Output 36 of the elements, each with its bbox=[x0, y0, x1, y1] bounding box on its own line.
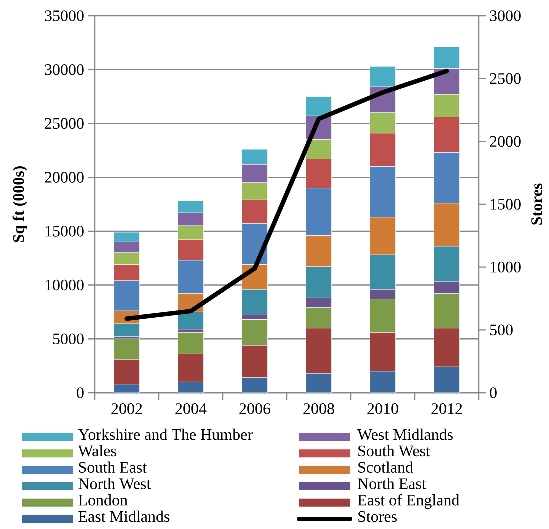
legend-label: Yorkshire and The Humber bbox=[78, 428, 253, 440]
y-tick-label: 5000 bbox=[53, 334, 84, 345]
y2-tick-label: 0 bbox=[490, 388, 497, 398]
line-series bbox=[124, 69, 450, 322]
y2-tick-label: 3000 bbox=[490, 10, 521, 22]
y-tick-label: 30000 bbox=[45, 64, 84, 76]
y-tick-label: 10000 bbox=[46, 280, 84, 291]
y2-tick-label: 2000 bbox=[490, 136, 521, 148]
x-tick-label: 2010 bbox=[368, 404, 398, 414]
x-tick-label: 2008 bbox=[304, 404, 334, 414]
x-tick-label: 2004 bbox=[176, 404, 207, 414]
legend-label: East Midlands bbox=[78, 510, 170, 522]
y-tick-label: 20000 bbox=[45, 172, 84, 183]
y2-axis-title: Stores bbox=[532, 184, 542, 225]
legend-label: London bbox=[78, 494, 128, 506]
y-tick-label: 15000 bbox=[46, 226, 84, 237]
y2-tick-label: 2500 bbox=[490, 73, 521, 84]
legend-label: South West bbox=[358, 445, 430, 457]
x-tick-label: 2006 bbox=[240, 404, 271, 414]
legend-label: South East bbox=[79, 462, 148, 473]
legend-label: East of England bbox=[358, 494, 460, 510]
legend-label: Wales bbox=[78, 445, 116, 457]
x-tick-label: 2002 bbox=[112, 404, 142, 414]
y-axis-title: Sq ft (000s) bbox=[12, 166, 28, 242]
legend-label: Scotland bbox=[358, 462, 414, 473]
legend-label: North West bbox=[78, 478, 152, 490]
legend-label: West Midlands bbox=[358, 428, 453, 440]
y-tick-label: 25000 bbox=[45, 118, 84, 130]
y-tick-label: 35000 bbox=[45, 10, 84, 22]
y-tick-label: 0 bbox=[77, 388, 84, 398]
y2-tick-label: 1500 bbox=[490, 199, 521, 210]
y2-tick-label: 1000 bbox=[490, 262, 521, 273]
legend-label: North East bbox=[358, 478, 426, 490]
legend-label: Stores bbox=[358, 511, 397, 522]
x-tick-label: 2012 bbox=[432, 404, 462, 414]
y2-tick-label: 500 bbox=[490, 324, 513, 336]
